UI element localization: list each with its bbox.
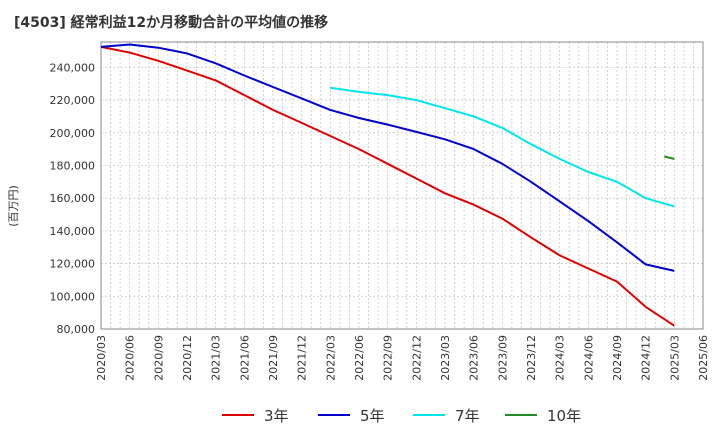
- y-tick-label: 120,000: [50, 258, 96, 271]
- x-tick-label: 2021/09: [267, 335, 280, 381]
- x-tick-label: 2024/12: [640, 335, 653, 381]
- x-tick-label: 2025/03: [668, 335, 681, 381]
- x-tick-label: 2023/03: [439, 335, 452, 381]
- legend-label: 3年: [264, 406, 289, 425]
- y-tick-label: 180,000: [50, 159, 96, 172]
- legend-swatch: [505, 414, 537, 416]
- y-axis-label: (百万円): [7, 185, 20, 227]
- x-tick-label: 2024/03: [554, 335, 567, 381]
- legend-item: 5年: [318, 404, 385, 426]
- legend-label: 7年: [455, 406, 480, 425]
- chart-title: [4503] 経常利益12か月移動合計の平均値の推移: [14, 15, 329, 31]
- x-tick-label: 2024/06: [582, 335, 595, 381]
- y-tick-label: 240,000: [50, 61, 96, 74]
- series-line-10年: [664, 155, 675, 160]
- legend-swatch: [318, 414, 350, 416]
- series-layer: [100, 43, 675, 327]
- x-tick-label: 2024/09: [611, 335, 624, 381]
- x-tick-label: 2022/06: [353, 335, 366, 381]
- series-line-5年: [100, 43, 675, 272]
- x-tick-label: 2020/09: [152, 335, 165, 381]
- x-tick-label: 2020/12: [181, 335, 194, 381]
- series-line-3年: [100, 45, 675, 327]
- plot-area: [101, 42, 703, 329]
- x-tick-label: 2023/06: [468, 335, 481, 381]
- plot-frame: [100, 41, 704, 330]
- series-line-7年: [330, 86, 675, 208]
- legend-item: 10年: [505, 404, 581, 426]
- y-tick-label: 80,000: [57, 323, 96, 336]
- legend-swatch: [222, 414, 254, 416]
- x-tick-label: 2021/12: [296, 335, 309, 381]
- grid-layer: [100, 42, 703, 330]
- x-tick-label: 2023/12: [525, 335, 538, 381]
- y-tick-label: 140,000: [50, 225, 96, 238]
- legend-label: 5年: [360, 406, 385, 425]
- y-tick-label: 160,000: [50, 192, 96, 205]
- x-tick-label: 2022/12: [410, 335, 423, 381]
- y-tick-label: 100,000: [50, 290, 96, 303]
- legend-label: 10年: [547, 406, 582, 425]
- legend: 3年 5年 7年 10年: [0, 402, 720, 428]
- x-tick-label: 2025/06: [697, 335, 710, 381]
- x-tick-label: 2023/09: [496, 335, 509, 381]
- x-tick-label: 2021/03: [210, 335, 223, 381]
- x-tick-label: 2021/06: [238, 335, 251, 381]
- y-tick-label: 200,000: [50, 127, 96, 140]
- legend-item: 7年: [413, 404, 480, 426]
- y-tick-label: 220,000: [50, 94, 96, 107]
- x-tick-label: 2022/09: [382, 335, 395, 381]
- x-tick-label: 2020/06: [124, 335, 137, 381]
- label-layer: 80,000 100,000 120,000 140,000 160,000 180,00…: [7, 61, 710, 380]
- legend-item: 3年: [222, 404, 289, 426]
- legend-swatch: [413, 414, 445, 416]
- axis-layer: [100, 41, 704, 330]
- x-tick-label: 2020/03: [95, 335, 108, 381]
- x-tick-label: 2022/03: [324, 335, 337, 381]
